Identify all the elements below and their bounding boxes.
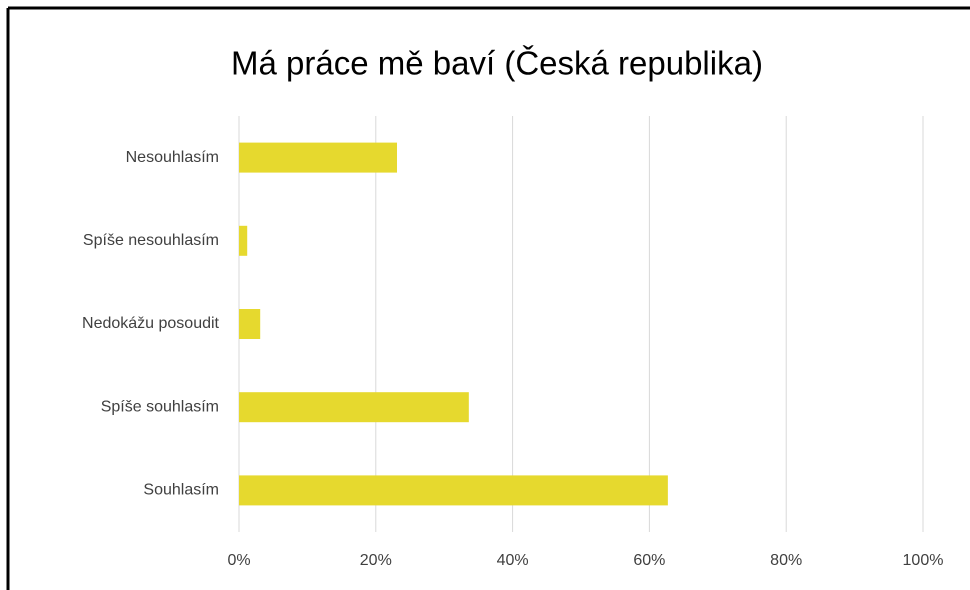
x-tick-label: 40% (497, 552, 529, 569)
y-tick-label: Nesouhlasím (126, 149, 219, 166)
bar (239, 225, 248, 256)
x-tick-label: 80% (770, 552, 802, 569)
y-tick-label: Nedokážu posoudit (82, 315, 220, 332)
x-tick-label: 60% (633, 552, 665, 569)
x-tick-label: 20% (360, 552, 392, 569)
chart-title: Má práce mě baví (Česká republika) (231, 45, 763, 82)
x-tick-label: 0% (227, 552, 250, 569)
y-tick-label: Spíše souhlasím (101, 398, 219, 415)
bar (239, 475, 668, 506)
bar (239, 392, 469, 423)
bar (239, 309, 261, 339)
y-tick-label: Souhlasím (143, 482, 219, 499)
y-tick-label: Spíše nesouhlasím (83, 232, 219, 249)
x-tick-label: 100% (903, 552, 944, 569)
bar (239, 142, 398, 173)
